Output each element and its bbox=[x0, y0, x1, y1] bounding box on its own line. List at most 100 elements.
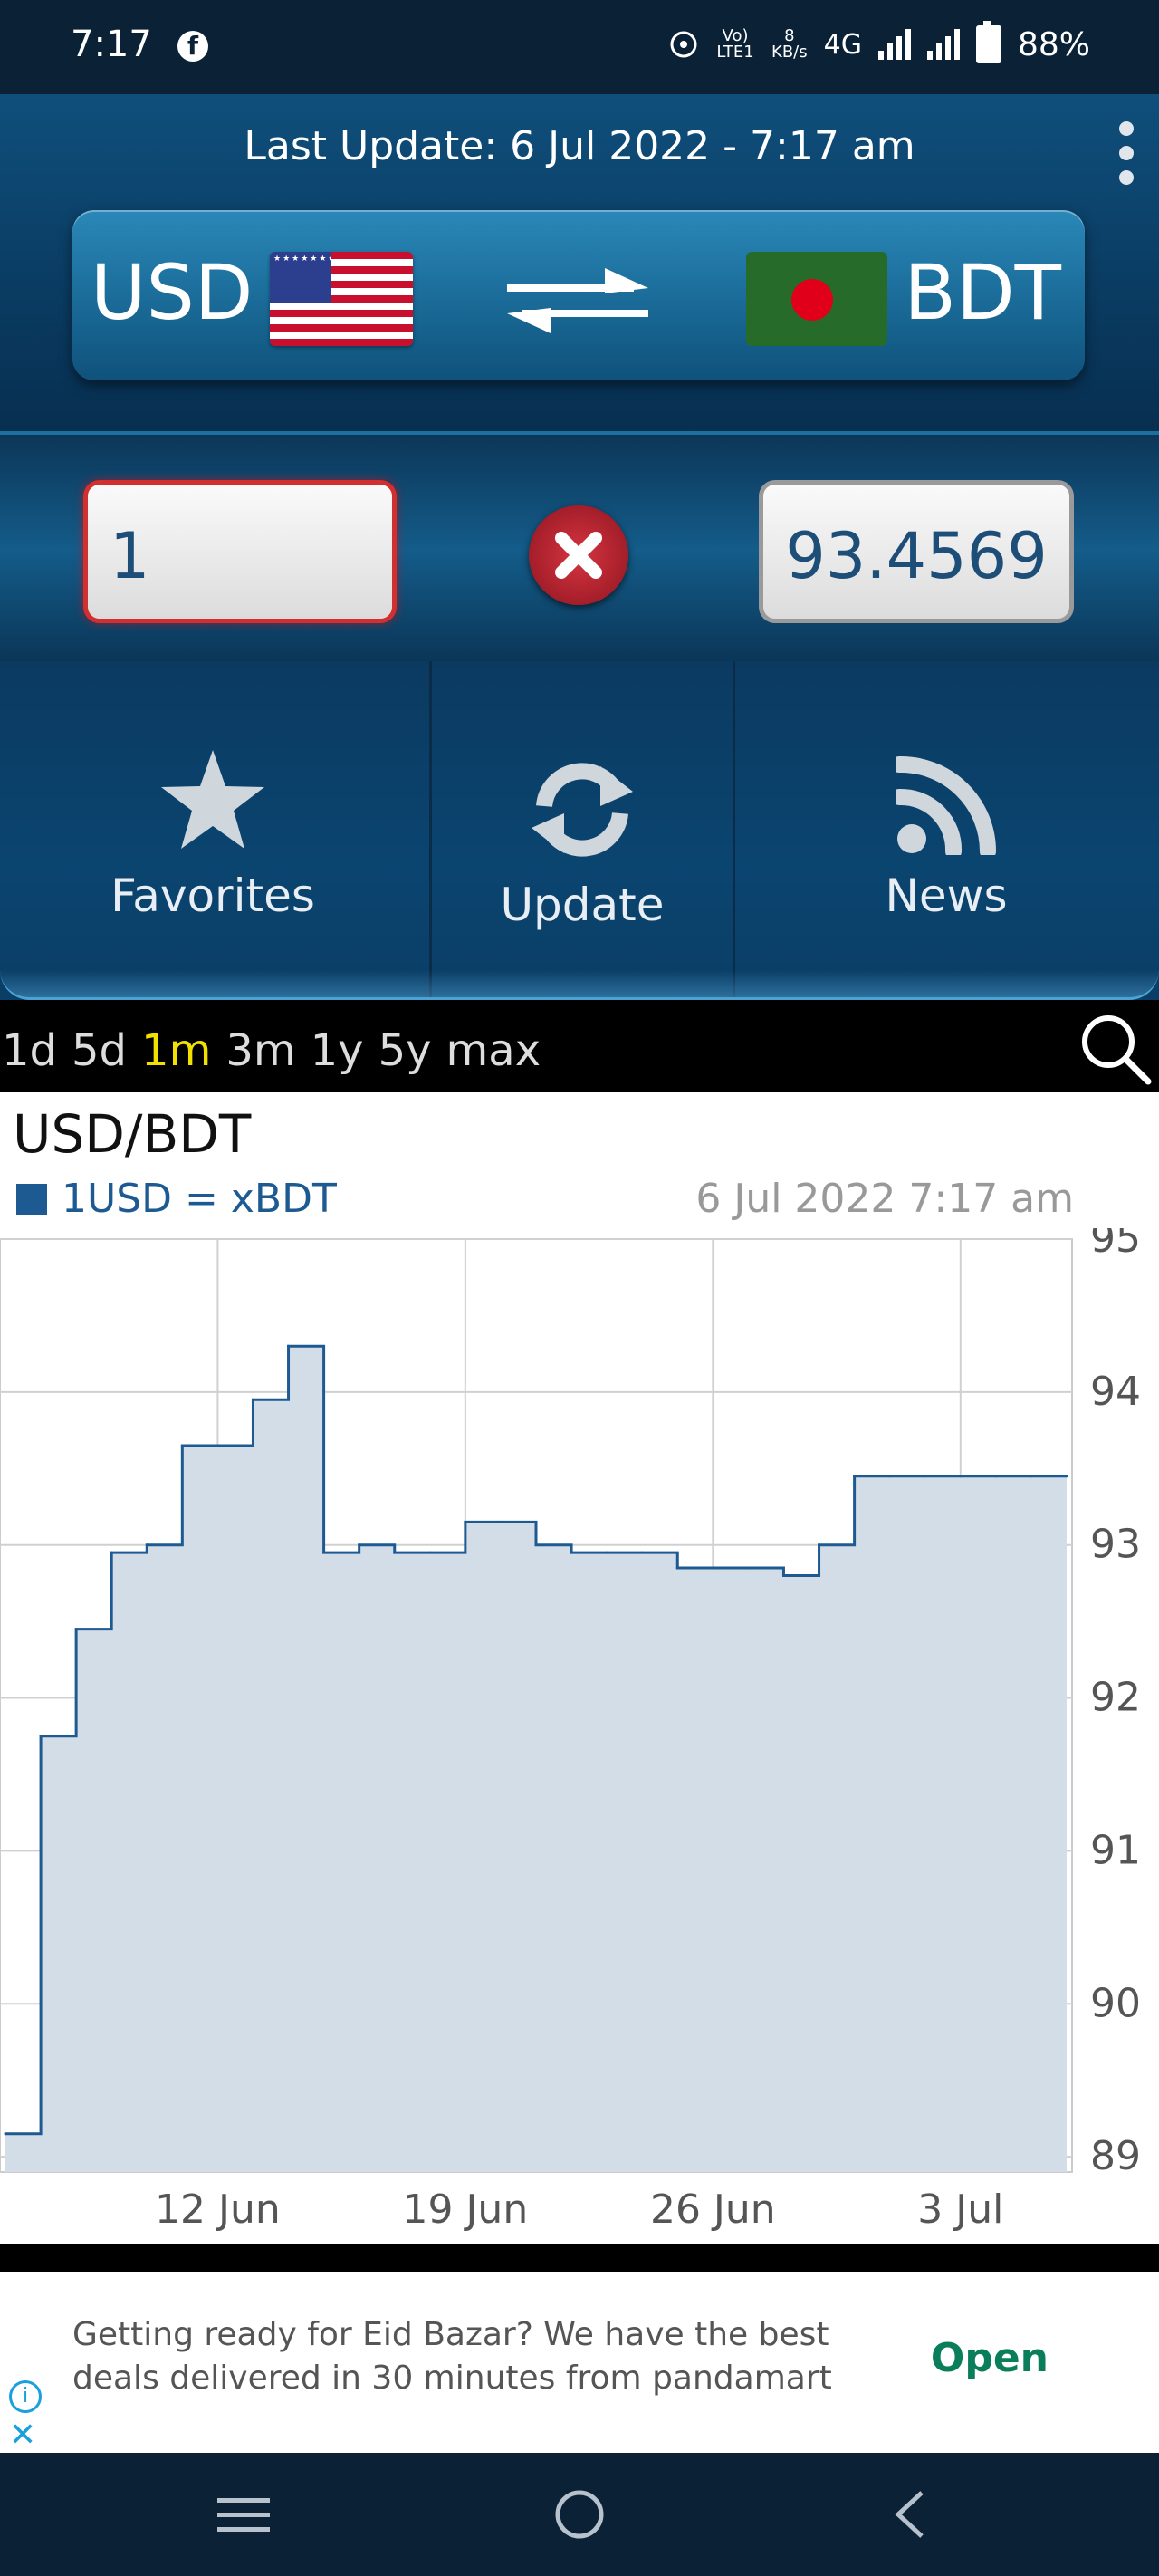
range-option-5y[interactable]: 5y bbox=[378, 1025, 432, 1076]
us-flag-icon[interactable]: ★★★★★★★★★★★★★★★★★★★★★★★★★★★★★★★★★★★★★★★★… bbox=[270, 252, 413, 346]
signal-icon-2 bbox=[926, 29, 960, 60]
from-currency-button[interactable]: USD bbox=[91, 248, 254, 337]
navigation-bar bbox=[0, 2453, 1159, 2576]
data-point-25 bbox=[888, 1475, 892, 1478]
data-point-2 bbox=[74, 1628, 78, 1631]
status-icons: Vo) LTE1 8 KB/s 4G 88% bbox=[668, 21, 1090, 63]
y-tick-93: 93 bbox=[1090, 1522, 1141, 1568]
data-point-27 bbox=[959, 1475, 963, 1478]
back-icon[interactable] bbox=[889, 2487, 929, 2542]
range-options: 1d 5d 1m 3m 1y 5y max bbox=[2, 1025, 541, 1076]
range-option-1m[interactable]: 1m bbox=[141, 1025, 212, 1076]
data-point-10 bbox=[358, 1543, 361, 1547]
ad-info-icon[interactable]: i bbox=[9, 2380, 42, 2413]
pair-title: USD/BDT bbox=[13, 1103, 252, 1165]
data-point-23 bbox=[818, 1543, 821, 1547]
x-tick-19-Jun: 19 Jun bbox=[402, 2187, 528, 2233]
data-point-26 bbox=[924, 1475, 927, 1478]
data-point-19 bbox=[675, 1566, 679, 1570]
data-point-12 bbox=[428, 1551, 432, 1554]
search-icon[interactable] bbox=[1076, 1009, 1154, 1087]
x-tick-26-Jun: 26 Jun bbox=[650, 2187, 776, 2233]
data-point-22 bbox=[781, 1573, 785, 1577]
data-point-1 bbox=[39, 1735, 43, 1738]
range-option-3m[interactable]: 3m bbox=[225, 1025, 296, 1076]
favorites-label: Favorites bbox=[110, 870, 315, 922]
y-tick-89: 89 bbox=[1090, 2133, 1141, 2179]
facebook-icon: f bbox=[177, 31, 208, 62]
data-point-0 bbox=[4, 2132, 7, 2136]
data-point-13 bbox=[464, 1520, 467, 1523]
update-button[interactable]: Update bbox=[429, 661, 735, 1000]
chart-panel: USD/BDT 1USD = xBDT 6 Jul 2022 7:17 am 8… bbox=[0, 1092, 1159, 2244]
chart-date: 6 Jul 2022 7:17 am bbox=[695, 1176, 1074, 1222]
news-label: News bbox=[885, 870, 1008, 922]
y-tick-91: 91 bbox=[1090, 1827, 1141, 1873]
to-currency-button[interactable]: BDT bbox=[904, 248, 1061, 337]
network-type: 4G bbox=[823, 28, 862, 61]
range-option-5d[interactable]: 5d bbox=[72, 1025, 128, 1076]
data-point-17 bbox=[605, 1551, 608, 1554]
data-point-5 bbox=[180, 1444, 184, 1447]
data-point-28 bbox=[994, 1475, 998, 1478]
update-label: Update bbox=[500, 879, 665, 931]
data-point-3 bbox=[110, 1551, 113, 1554]
series-area bbox=[5, 1346, 1067, 2172]
ad-banner[interactable]: Getting ready for Eid Bazar? We have the… bbox=[0, 2272, 1159, 2454]
ad-text: Getting ready for Eid Bazar? We have the… bbox=[72, 2316, 832, 2397]
data-point-9 bbox=[322, 1551, 326, 1554]
data-point-15 bbox=[534, 1543, 538, 1547]
status-bar: 7:17 f Vo) LTE1 8 KB/s 4G 88% bbox=[0, 0, 1159, 94]
battery-level: 88% bbox=[1017, 25, 1090, 63]
recent-apps-icon[interactable] bbox=[216, 2487, 272, 2542]
chart-legend: 1USD = xBDT bbox=[16, 1176, 337, 1222]
range-option-1d[interactable]: 1d bbox=[2, 1025, 58, 1076]
data-point-4 bbox=[145, 1543, 148, 1547]
y-tick-95: 95 bbox=[1090, 1228, 1141, 1262]
y-tick-92: 92 bbox=[1090, 1675, 1141, 1721]
network-speed: 8 KB/s bbox=[771, 28, 808, 61]
rss-icon bbox=[896, 755, 996, 855]
signal-icon bbox=[877, 29, 911, 60]
star-icon bbox=[161, 750, 264, 849]
rate-chart[interactable]: 89 90 91 92 93 94 95 12 Jun 19 Jun 26 Jun 3 Jul bbox=[0, 1228, 1159, 2244]
favorites-button[interactable]: Favorites bbox=[0, 661, 426, 1000]
swap-arrows-icon[interactable] bbox=[498, 263, 657, 339]
data-point-24 bbox=[853, 1475, 857, 1478]
data-point-16 bbox=[570, 1551, 573, 1554]
x-tick-3-Jul: 3 Jul bbox=[917, 2187, 1003, 2233]
y-tick-94: 94 bbox=[1090, 1369, 1141, 1415]
network-speed-unit: KB/s bbox=[771, 43, 808, 62]
data-point-7 bbox=[251, 1398, 254, 1401]
network-speed-value: 8 bbox=[784, 26, 795, 45]
bangladesh-flag-icon[interactable] bbox=[746, 252, 887, 346]
last-update-text: Last Update: 6 Jul 2022 - 7:17 am bbox=[244, 123, 915, 169]
app-header: Last Update: 6 Jul 2022 - 7:17 am USD ★★… bbox=[0, 94, 1159, 431]
data-point-14 bbox=[499, 1520, 503, 1523]
data-point-21 bbox=[746, 1566, 750, 1570]
converter-panel: 1 93.4569 bbox=[0, 431, 1159, 665]
home-icon[interactable] bbox=[552, 2487, 607, 2542]
range-option-max[interactable]: max bbox=[445, 1025, 541, 1076]
data-point-30 bbox=[1065, 1475, 1068, 1478]
currency-pair-selector: USD ★★★★★★★★★★★★★★★★★★★★★★★★★★★★★★★★★★★★… bbox=[72, 210, 1085, 380]
status-time: 7:17 bbox=[71, 24, 152, 65]
location-icon bbox=[670, 31, 697, 58]
data-point-20 bbox=[711, 1566, 714, 1570]
data-point-8 bbox=[287, 1344, 291, 1348]
action-bar: Favorites Update News bbox=[0, 661, 1159, 1000]
legend-swatch bbox=[16, 1183, 47, 1215]
y-tick-90: 90 bbox=[1090, 1980, 1141, 2026]
more-vertical-icon[interactable] bbox=[1117, 121, 1135, 185]
amount-input[interactable]: 1 bbox=[83, 480, 397, 623]
ad-close-icon[interactable]: ✕ bbox=[9, 2417, 37, 2454]
range-option-1y[interactable]: 1y bbox=[310, 1025, 364, 1076]
clear-x-icon[interactable] bbox=[529, 505, 628, 605]
ad-open-button[interactable]: Open bbox=[930, 2335, 1049, 2381]
data-point-11 bbox=[393, 1551, 397, 1554]
news-button[interactable]: News bbox=[733, 661, 1159, 1000]
volte-indicator: Vo) LTE1 bbox=[716, 26, 754, 62]
data-point-18 bbox=[640, 1551, 644, 1554]
data-point-29 bbox=[1030, 1475, 1033, 1478]
legend-label: 1USD = xBDT bbox=[62, 1176, 337, 1222]
